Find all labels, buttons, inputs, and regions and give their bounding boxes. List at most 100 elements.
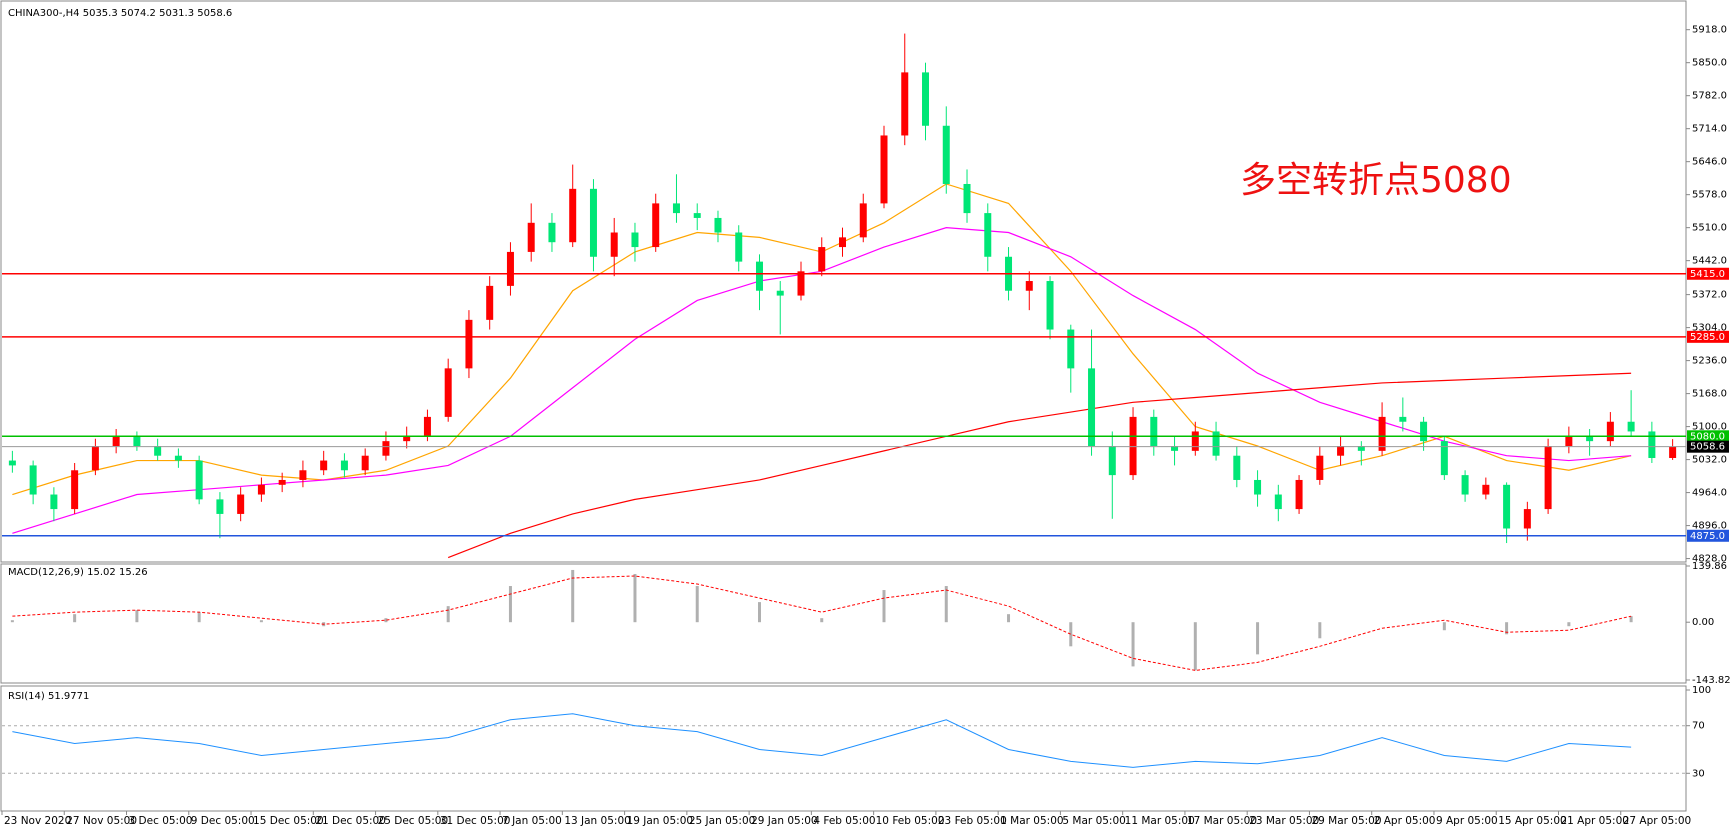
header: CHINA300-,H4 5035.3 5074.2 5031.3 5058.6 bbox=[8, 8, 232, 19]
candle-body bbox=[1420, 421, 1428, 442]
candle-body bbox=[1503, 484, 1511, 529]
y-tick-label: 5578.0 bbox=[1692, 190, 1727, 201]
y-tick-label: 5032.0 bbox=[1692, 455, 1727, 466]
candle-body bbox=[1565, 436, 1573, 447]
candle-body bbox=[1316, 455, 1324, 480]
macd-header: MACD(12,26,9) 15.02 15.26 bbox=[8, 567, 148, 578]
price-label: 5058.6 bbox=[1690, 442, 1725, 453]
y-tick-label: 4828.0 bbox=[1692, 554, 1727, 565]
y-tick-label: 5918.0 bbox=[1692, 25, 1727, 36]
candle-body bbox=[1544, 446, 1552, 510]
candle-body bbox=[1337, 446, 1345, 456]
candle-body bbox=[1295, 479, 1303, 510]
level-tag bbox=[1687, 267, 1729, 280]
candle-body bbox=[1357, 446, 1365, 451]
main-panel bbox=[0, 0, 1687, 563]
candle-body bbox=[631, 232, 639, 248]
low: 5031.3 bbox=[159, 8, 194, 19]
y-tick-label: 5372.0 bbox=[1692, 290, 1727, 301]
candle-body bbox=[1440, 441, 1448, 476]
candle-body bbox=[693, 213, 701, 218]
y-tick-label: 0.00 bbox=[1692, 617, 1714, 628]
level-label: 5415.0 bbox=[1690, 269, 1725, 280]
rsi-title: RSI(14) bbox=[8, 691, 45, 702]
candle-body bbox=[340, 460, 348, 471]
candle-body bbox=[1067, 329, 1075, 369]
y-tick-label: 4964.0 bbox=[1692, 488, 1727, 499]
candle-body bbox=[320, 460, 328, 471]
rsi-header: RSI(14) 51.9771 bbox=[8, 691, 89, 702]
y-tick-label: 4896.0 bbox=[1692, 521, 1727, 532]
candle-body bbox=[1586, 436, 1594, 442]
candle-body bbox=[1606, 421, 1614, 442]
candle-body bbox=[29, 465, 37, 495]
x-tick-label: 17 Mar 05:00 bbox=[1187, 815, 1257, 827]
price-tag bbox=[1687, 440, 1729, 453]
candle-body bbox=[1150, 416, 1158, 447]
x-tick-label: 13 Jan 05:00 bbox=[564, 815, 630, 827]
candle-body bbox=[527, 222, 535, 252]
y-tick-label: 100 bbox=[1692, 685, 1711, 696]
candle-body bbox=[444, 368, 452, 417]
candle-body bbox=[1669, 446, 1677, 458]
level-label: 5285.0 bbox=[1690, 332, 1725, 343]
x-tick-label: 5 Mar 05:00 bbox=[1062, 815, 1125, 827]
x-tick-label: 21 Dec 05:00 bbox=[315, 815, 386, 827]
y-tick-label: 5236.0 bbox=[1692, 356, 1727, 367]
x-tick-label: 23 Nov 2020 bbox=[4, 815, 71, 827]
candle-body bbox=[112, 436, 120, 447]
macd-readout: 15.26 bbox=[119, 567, 148, 578]
x-tick-label: 29 Jan 05:00 bbox=[751, 815, 817, 827]
candle-body bbox=[901, 72, 909, 136]
rsi-panel bbox=[0, 685, 1687, 812]
candle-body bbox=[299, 470, 307, 480]
y-tick-label: 5442.0 bbox=[1692, 256, 1727, 267]
level-label: 5080.0 bbox=[1690, 431, 1725, 442]
y-tick-label: 30 bbox=[1692, 768, 1705, 779]
candle-body bbox=[1378, 416, 1386, 451]
candle-body bbox=[1233, 455, 1241, 480]
candle-body bbox=[1627, 421, 1635, 432]
x-tick-label: 7 Jan 05:00 bbox=[502, 815, 562, 827]
x-tick-label: 10 Feb 05:00 bbox=[876, 815, 945, 827]
candle-body bbox=[548, 222, 556, 243]
candle-body bbox=[942, 125, 950, 184]
x-tick-label: 2 Apr 05:00 bbox=[1374, 815, 1436, 827]
candle-body bbox=[1171, 446, 1179, 451]
candle-body bbox=[486, 285, 494, 320]
x-tick-label: 11 Mar 05:00 bbox=[1125, 815, 1195, 827]
level-label: 4875.0 bbox=[1690, 531, 1725, 542]
candle-body bbox=[735, 232, 743, 262]
high: 5074.2 bbox=[121, 8, 156, 19]
candle-body bbox=[506, 251, 514, 286]
x-tick-label: 25 Jan 05:00 bbox=[689, 815, 755, 827]
y-tick-label: 5782.0 bbox=[1692, 91, 1727, 102]
candle-body bbox=[818, 247, 826, 272]
candle-body bbox=[1482, 484, 1490, 495]
y-tick-label: 5304.0 bbox=[1692, 323, 1727, 334]
candle-body bbox=[91, 446, 99, 471]
candle-body bbox=[257, 484, 265, 495]
x-tick-label: 23 Mar 05:00 bbox=[1249, 815, 1319, 827]
candle-body bbox=[382, 441, 390, 456]
close: 5058.6 bbox=[197, 8, 232, 19]
candle-body bbox=[859, 203, 867, 238]
candle-body bbox=[50, 494, 58, 510]
macd-panel bbox=[0, 563, 1687, 684]
macd-title: MACD(12,26,9) bbox=[8, 567, 84, 578]
candle-body bbox=[1523, 509, 1531, 529]
candle-body bbox=[569, 188, 577, 243]
candle-body bbox=[237, 494, 245, 514]
candle-body bbox=[1212, 431, 1220, 456]
x-tick-label: 9 Dec 05:00 bbox=[191, 815, 255, 827]
candle-body bbox=[1088, 368, 1096, 447]
rsi-readout: 51.9771 bbox=[48, 691, 89, 702]
candle-body bbox=[403, 436, 411, 442]
open: 5035.3 bbox=[83, 8, 118, 19]
candle-body bbox=[195, 460, 203, 500]
candle-body bbox=[216, 499, 224, 514]
y-tick-label: 5168.0 bbox=[1692, 389, 1727, 400]
annotation: 多空转折点5080 bbox=[1240, 160, 1512, 201]
candle-body bbox=[672, 203, 680, 214]
candle-body bbox=[8, 460, 16, 466]
